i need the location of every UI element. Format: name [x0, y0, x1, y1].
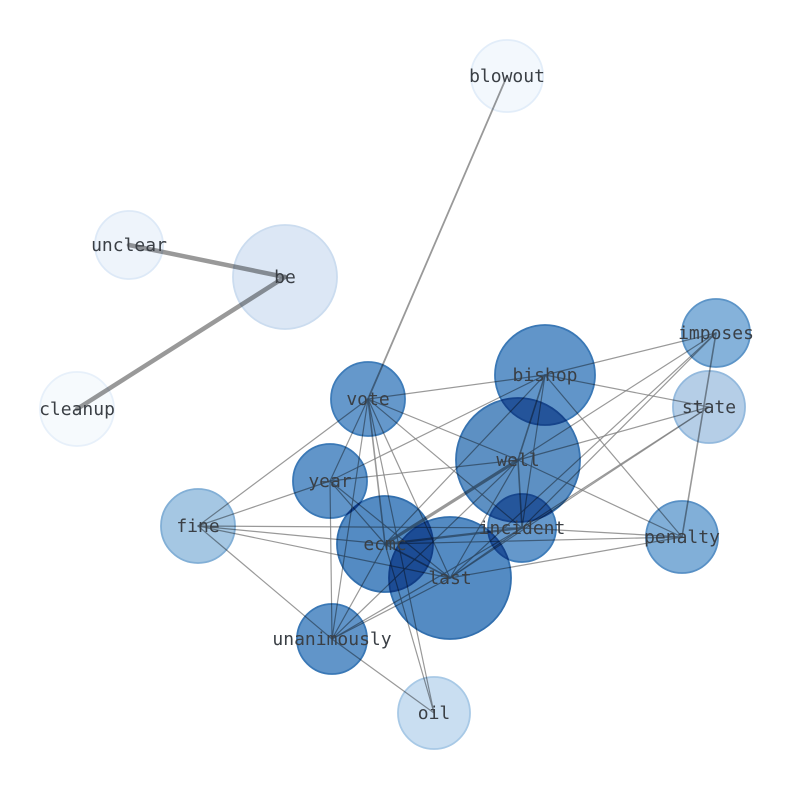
node-circle-oil [397, 676, 471, 750]
node-label-unclear: unclear [91, 235, 167, 256]
node-circle-vote [330, 361, 406, 437]
node-circle-year [292, 443, 368, 519]
node-circle-blowout [470, 39, 544, 113]
node-circle-penalty [645, 500, 719, 574]
node-label-penalty: penalty [644, 527, 720, 548]
node-circle-state [672, 370, 746, 444]
node-label-incident: incident [479, 518, 566, 539]
node-circle-be [232, 224, 338, 330]
node-label-cleanup: cleanup [39, 399, 115, 420]
node-label-unanimously: unanimously [272, 629, 391, 650]
node-label-oil: oil [418, 703, 451, 724]
node-label-last: last [428, 568, 471, 589]
node-label-ecmc: ecmc [363, 534, 406, 555]
node-label-fine: fine [176, 516, 219, 537]
node-circle-last [388, 516, 512, 640]
node-circle-imposes [681, 298, 751, 368]
node-label-imposes: imposes [678, 323, 754, 344]
node-label-year: year [308, 471, 352, 492]
node-label-bishop: bishop [512, 365, 577, 386]
node-label-state: state [682, 397, 736, 418]
edge-blowout-vote [367, 75, 508, 400]
nodes-layer [39, 39, 751, 750]
node-circle-unanimously [296, 603, 368, 675]
node-circle-unclear [94, 210, 164, 280]
node-label-vote: vote [346, 389, 389, 410]
labels-layer: blowout unclear be cleanup vote bishop imposes… [39, 66, 754, 724]
node-label-be: be [274, 267, 296, 288]
node-label-well: well [496, 450, 539, 471]
node-circle-fine [160, 488, 236, 564]
node-label-blowout: blowout [469, 66, 545, 87]
node-circle-incident [487, 493, 557, 563]
node-circle-cleanup [39, 371, 115, 447]
